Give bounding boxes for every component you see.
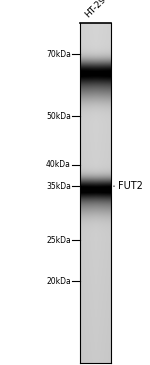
Text: HT-29: HT-29 <box>83 0 108 19</box>
Text: FUT2: FUT2 <box>118 181 143 191</box>
Text: 40kDa: 40kDa <box>46 161 71 169</box>
Text: 25kDa: 25kDa <box>46 236 71 245</box>
Text: 35kDa: 35kDa <box>46 182 71 191</box>
Text: 50kDa: 50kDa <box>46 112 71 120</box>
Text: 70kDa: 70kDa <box>46 50 71 58</box>
Text: 20kDa: 20kDa <box>46 277 71 285</box>
